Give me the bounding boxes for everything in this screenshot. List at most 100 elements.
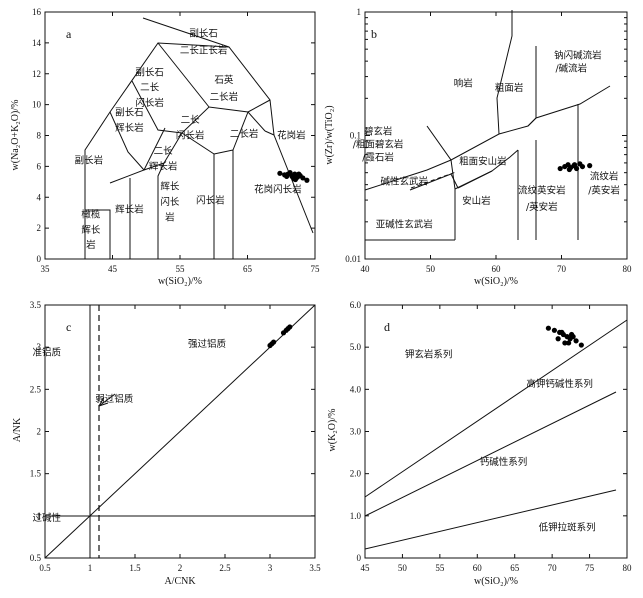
sample-point bbox=[557, 165, 563, 172]
panel-b-letter: b bbox=[371, 27, 377, 41]
sample-point bbox=[572, 162, 578, 168]
field-label: 花岗闪长岩 bbox=[254, 184, 302, 196]
x-tick-label: 2 bbox=[178, 563, 183, 573]
panel-c-y-axis-title: A/NK bbox=[12, 417, 23, 442]
field-label: 辉长岩 bbox=[115, 204, 144, 216]
sample-point bbox=[555, 336, 561, 342]
field-label: 橄榄 bbox=[81, 208, 101, 220]
y-tick-label: 0 bbox=[37, 254, 42, 264]
field-label: 辉长 bbox=[81, 224, 101, 236]
field-label: 二长正长岩 bbox=[180, 45, 228, 57]
sample-point bbox=[569, 331, 575, 338]
y-tick-label: 16 bbox=[32, 7, 42, 17]
sample-point bbox=[587, 163, 593, 169]
y-tick-label: 0 bbox=[357, 553, 362, 563]
y-tick-label: 10 bbox=[32, 100, 42, 110]
x-tick-label: 65 bbox=[243, 264, 253, 274]
y-tick-label: 0.1 bbox=[350, 131, 361, 141]
panel-d-letter: d bbox=[384, 320, 390, 334]
sample-point bbox=[304, 177, 310, 183]
field-label: 二长 bbox=[154, 145, 174, 157]
x-tick-label: 70 bbox=[548, 563, 558, 573]
panel-b-field-boundaries bbox=[364, 10, 611, 241]
x-tick-label: 75 bbox=[585, 563, 595, 573]
field-label: 流纹岩 bbox=[590, 171, 619, 183]
field-label: 强过铝质 bbox=[188, 338, 227, 350]
field-label: 粗面安山岩 bbox=[459, 156, 507, 168]
x-tick-label: 60 bbox=[492, 264, 502, 274]
y-tick-label: 2.0 bbox=[350, 469, 362, 479]
field-label: 副长石 bbox=[135, 66, 164, 78]
field-label: 辉长岩 bbox=[115, 122, 144, 134]
field-label: 副长岩 bbox=[75, 154, 104, 166]
panel-c-x-axis-title: A/CNK bbox=[164, 576, 196, 587]
panel-a-field-boundaries bbox=[84, 17, 314, 259]
field-label: 闪长岩 bbox=[135, 97, 164, 109]
x-tick-label: 45 bbox=[108, 264, 118, 274]
panel-a-letter: a bbox=[66, 27, 72, 41]
x-tick-label: 80 bbox=[623, 264, 633, 274]
x-tick-label: 2.5 bbox=[219, 563, 231, 573]
field-label: /碱流岩 bbox=[555, 62, 587, 74]
field-label: 副长石 bbox=[115, 106, 144, 118]
y-tick-label: 5.0 bbox=[350, 342, 362, 352]
panel-d-x-axis-title: w(SiO₂)/% bbox=[474, 576, 518, 587]
sample-point bbox=[284, 173, 290, 180]
field-label: 辉长 bbox=[160, 181, 180, 193]
field-label: 辉长岩 bbox=[149, 160, 178, 172]
x-tick-label: 80 bbox=[623, 563, 633, 573]
y-tick-label: 0.5 bbox=[30, 553, 42, 563]
y-tick-label: 2.5 bbox=[30, 384, 42, 394]
field-label: 过碱性 bbox=[33, 512, 62, 524]
panel-d-y-axis-title: w(K₂O)/% bbox=[327, 409, 338, 452]
sample-point bbox=[579, 163, 586, 170]
y-tick-label: 2 bbox=[37, 223, 42, 233]
panel-d-series-boundaries bbox=[364, 319, 628, 550]
field-label: 副长石 bbox=[189, 28, 218, 40]
y-tick-label: 1 bbox=[357, 7, 362, 17]
panel-c-letter: c bbox=[66, 320, 71, 334]
x-tick-label: 1 bbox=[88, 563, 93, 573]
y-tick-label: 1.5 bbox=[30, 469, 42, 479]
x-tick-label: 60 bbox=[473, 563, 483, 573]
y-tick-label: 2 bbox=[37, 427, 42, 437]
x-tick-label: 75 bbox=[311, 264, 321, 274]
y-tick-label: 1 bbox=[37, 511, 42, 521]
sample-point bbox=[573, 338, 579, 344]
sample-point bbox=[545, 325, 552, 331]
field-label: 安山岩 bbox=[462, 195, 491, 207]
sample-point bbox=[566, 166, 572, 173]
y-tick-label: 4 bbox=[37, 192, 42, 202]
field-label: 粗面岩 bbox=[495, 82, 524, 94]
y-tick-label: 4.0 bbox=[350, 384, 362, 394]
x-tick-label: 35 bbox=[41, 264, 51, 274]
x-tick-label: 1.5 bbox=[129, 563, 141, 573]
sample-point bbox=[287, 169, 293, 176]
panel-b-x-axis-title: w(SiO₂)/% bbox=[474, 276, 518, 287]
y-tick-label: 0.01 bbox=[345, 254, 361, 264]
x-tick-label: 55 bbox=[176, 264, 186, 274]
panel-a-x-axis-title: w(SiO₂)/% bbox=[158, 276, 202, 287]
sample-point bbox=[291, 176, 297, 182]
field-label: 响岩 bbox=[454, 77, 473, 89]
x-tick-label: 0.5 bbox=[39, 563, 51, 573]
y-tick-label: 6 bbox=[37, 161, 42, 171]
x-tick-label: 40 bbox=[361, 264, 371, 274]
panel-b-y-axis-title: w(Zr)/w(TiO₂) bbox=[324, 105, 335, 164]
y-tick-label: 1.0 bbox=[350, 511, 362, 521]
panel-d-frame bbox=[364, 304, 628, 559]
y-tick-label: 14 bbox=[32, 38, 42, 48]
sample-point bbox=[578, 342, 584, 348]
sample-point bbox=[300, 175, 306, 181]
y-tick-label: 3.5 bbox=[30, 300, 42, 310]
field-label: /英安岩 bbox=[526, 201, 558, 213]
field-label: 二长岩 bbox=[210, 91, 239, 103]
sample-point bbox=[287, 324, 293, 330]
sample-point bbox=[271, 339, 277, 345]
x-tick-label: 55 bbox=[435, 563, 445, 573]
field-label: 闪长岩 bbox=[176, 130, 205, 142]
field-label: 闪长 bbox=[160, 196, 180, 208]
sample-point bbox=[573, 165, 580, 172]
field-label: /霞石岩 bbox=[362, 151, 394, 163]
